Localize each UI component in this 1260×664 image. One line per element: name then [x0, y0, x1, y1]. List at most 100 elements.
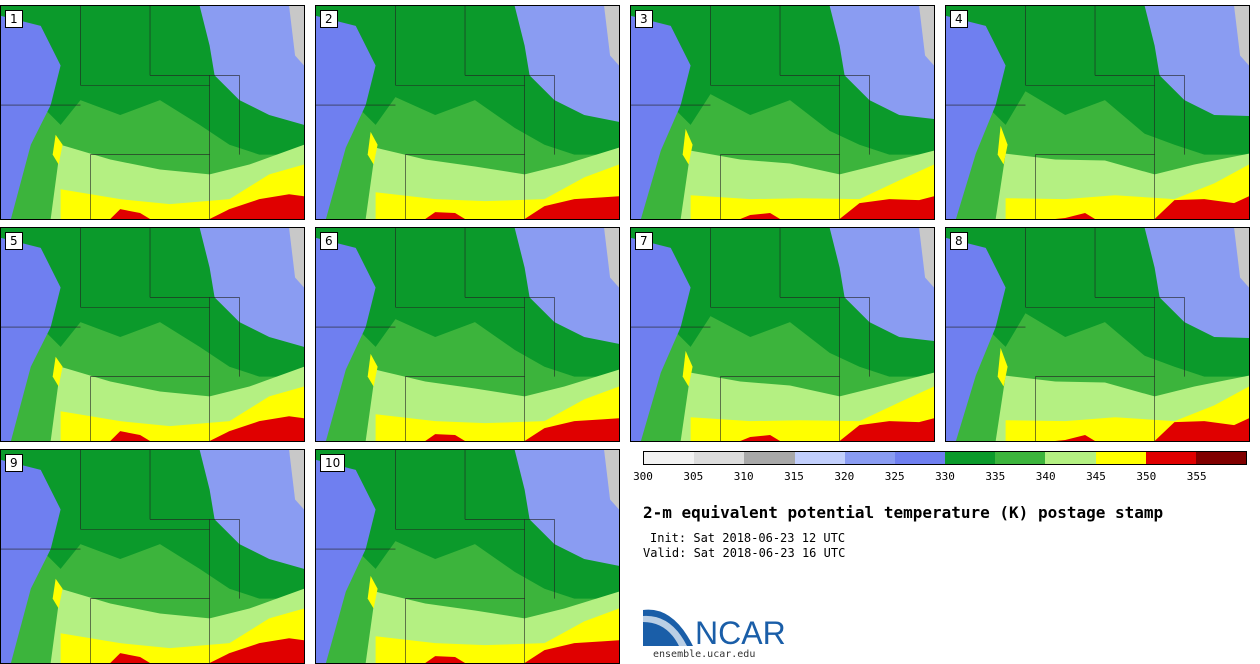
map-field-region [1234, 6, 1249, 66]
map-field-region [289, 450, 304, 510]
colorbar-tick-label: 315 [784, 470, 804, 483]
colorbar-swatch [945, 452, 996, 464]
colorbar-swatch [1045, 452, 1096, 464]
map-field-region [682, 350, 693, 387]
ensemble-member-panel: 5 [0, 227, 305, 442]
map-field-region [946, 237, 1006, 441]
map-field-region [425, 434, 466, 441]
map-field-region [682, 128, 693, 165]
colorbar-tick-label: 335 [985, 470, 1006, 483]
colorbar-tick-label: 300 [633, 470, 653, 483]
map-field-region [1055, 435, 1096, 441]
map-field-region [1144, 228, 1249, 338]
ensemble-member-panel: 4 [945, 5, 1250, 220]
map-field-region [604, 228, 619, 288]
map-field-region [209, 638, 304, 663]
map-field-region [631, 15, 691, 219]
map-field-region [524, 640, 619, 663]
colorbar-swatch [995, 452, 1046, 464]
member-number-label: 3 [635, 10, 653, 28]
map-field-region [316, 237, 376, 441]
map-field-region [1, 459, 61, 663]
colorbar-tick-label: 350 [1136, 470, 1157, 483]
colorbar-ticks: 300 305 310 315 320 325 330 335 340 345 350 355 [633, 470, 1247, 484]
map-field-region [289, 6, 304, 66]
map-field-region [524, 418, 619, 441]
map-field-region [425, 656, 466, 663]
map-field-region [839, 196, 934, 219]
colorbar-swatch [744, 452, 795, 464]
member-number-label: 6 [320, 232, 338, 250]
map-field-region [631, 237, 691, 441]
map-field-region [199, 6, 304, 125]
map-field-region [946, 15, 1006, 219]
colorbar-tick-label: 330 [935, 470, 955, 483]
member-number-label: 10 [320, 454, 346, 472]
map-field-region [209, 416, 304, 441]
map-field-region [289, 228, 304, 288]
ensemble-member-panel: 10 [315, 449, 620, 664]
map-field-region [209, 194, 304, 219]
map-field-region [1, 237, 61, 441]
colorbar-tick-label: 355 [1186, 470, 1207, 483]
map-field-region [110, 431, 151, 441]
map-field-region [604, 6, 619, 66]
member-number-label: 7 [635, 232, 653, 250]
map-field-region [919, 228, 934, 288]
ensemble-member-panel: 9 [0, 449, 305, 664]
member-number-label: 2 [320, 10, 338, 28]
member-number-label: 4 [950, 10, 968, 28]
ensemble-member-panel: 7 [630, 227, 935, 442]
colorbar-tick-label: 320 [834, 470, 855, 483]
map-field-region [199, 450, 304, 569]
logo-text: NCAR [695, 615, 786, 650]
map-field-region [316, 459, 376, 663]
map-field-region [52, 356, 63, 387]
colorbar-swatch [644, 452, 695, 464]
member-number-label: 5 [5, 232, 23, 250]
map-field-region [110, 209, 151, 219]
member-number-label: 1 [5, 10, 23, 28]
map-field-region [997, 347, 1008, 387]
map-field-region [425, 212, 466, 219]
colorbar-tick-label: 340 [1035, 470, 1056, 483]
map-field-region [1, 15, 61, 219]
ensemble-member-panel: 6 [315, 227, 620, 442]
ncar-logo: NCAR [643, 609, 786, 650]
map-field-region [52, 578, 63, 609]
map-field-region [1234, 228, 1249, 288]
map-field-region [514, 228, 619, 344]
ensemble-member-panel: 1 [0, 5, 305, 220]
map-field-region [1144, 6, 1249, 116]
colorbar-tick-label: 305 [683, 470, 704, 483]
logo-url: ensemble.ucar.edu [653, 649, 756, 660]
colorbar-tick-label: 310 [733, 470, 754, 483]
map-field-region [604, 450, 619, 510]
colorbar-swatch [794, 452, 845, 464]
map-field-region [514, 450, 619, 566]
map-field-region [52, 134, 63, 165]
colorbar-swatch [1145, 452, 1196, 464]
map-field-region [367, 353, 378, 387]
ensemble-member-panel: 8 [945, 227, 1250, 442]
init-time: Init: Sat 2018-06-23 12 UTC [650, 531, 846, 545]
map-field-region [829, 228, 934, 341]
map-field-region [919, 6, 934, 66]
valid-time: Valid: Sat 2018-06-23 16 UTC [643, 546, 846, 560]
member-number-label: 8 [950, 232, 968, 250]
map-field-region [740, 435, 781, 441]
map-field-region [997, 125, 1008, 165]
colorbar-swatch [694, 452, 745, 464]
map-field-region [829, 6, 934, 119]
colorbar-swatch [1095, 452, 1146, 464]
map-field-region [367, 575, 378, 609]
colorbar [643, 451, 1247, 465]
ensemble-member-panel: 3 [630, 5, 935, 220]
map-field-region [524, 196, 619, 219]
map-field-region [316, 15, 376, 219]
map-field-region [110, 653, 151, 663]
colorbar-tick-label: 345 [1086, 470, 1106, 483]
map-field-region [740, 213, 781, 219]
colorbar-swatch [894, 452, 946, 464]
figure-title: 2-m equivalent potential temperature (K)… [643, 503, 1164, 522]
